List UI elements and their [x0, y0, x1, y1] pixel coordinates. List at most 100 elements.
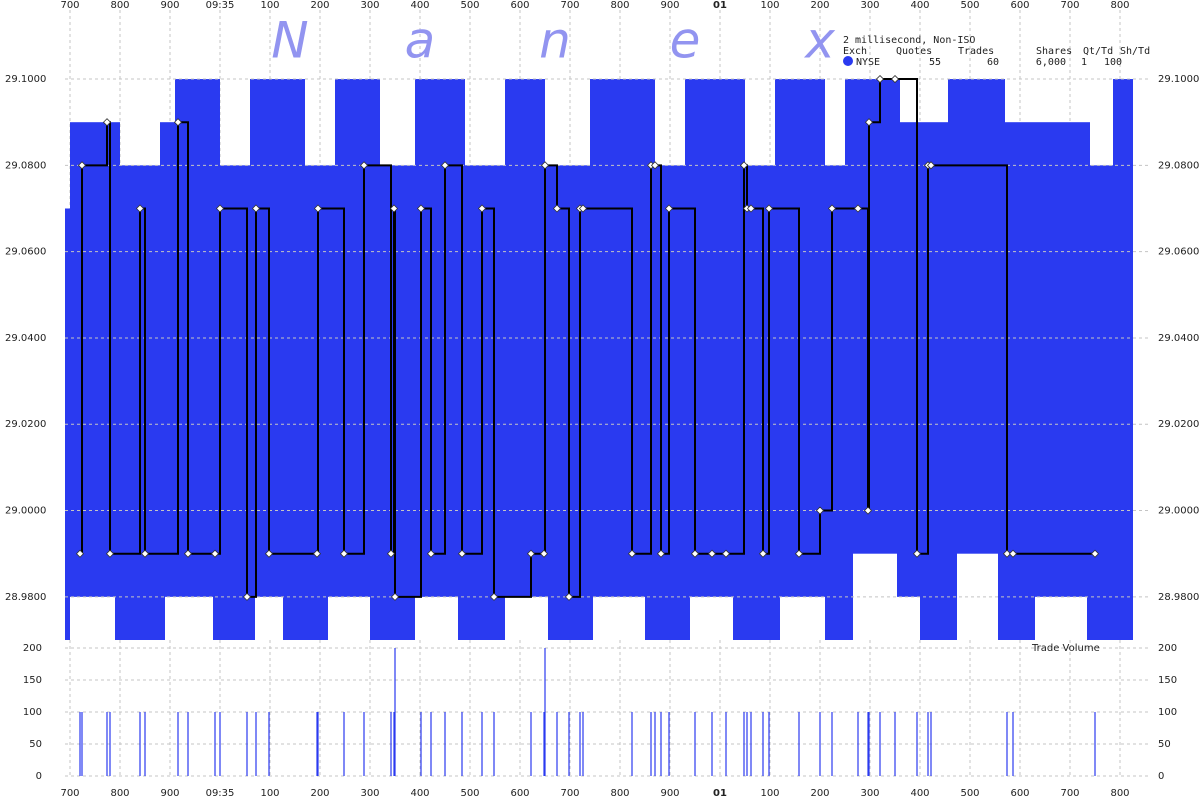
- trade-marker: [539, 549, 549, 558]
- volume-tick-label-right: 200: [1158, 643, 1177, 654]
- trade-marker: [457, 549, 467, 558]
- ask-segment: [545, 165, 590, 640]
- watermark-letter: e: [670, 12, 701, 70]
- x-tick-label-bottom: 400: [410, 788, 429, 799]
- trade-marker: [489, 592, 499, 601]
- y-tick-label-left: 29.1000: [5, 74, 46, 85]
- x-tick-label-bottom: 800: [110, 788, 129, 799]
- x-tick-label-bottom: 900: [660, 788, 679, 799]
- x-tick-label-bottom: 400: [910, 788, 929, 799]
- y-tick-label-left: 29.0400: [5, 333, 46, 344]
- marks: [75, 74, 1100, 776]
- x-tick-label-bottom: 900: [160, 788, 179, 799]
- trade-marker: [173, 118, 183, 127]
- ask-segment: [590, 79, 655, 641]
- volume-tick-label-right: 50: [1158, 739, 1171, 750]
- ask-segment: [160, 122, 175, 641]
- ask-segment: [220, 165, 250, 640]
- bid-segment: [415, 596, 458, 640]
- x-tick-label-bottom: 01: [713, 788, 727, 799]
- x-tick-label-top: 500: [960, 0, 979, 11]
- x-tick-label-top: 200: [310, 0, 329, 11]
- trade-marker: [764, 204, 774, 213]
- x-tick-label-bottom: 800: [610, 788, 629, 799]
- x-tick-label-top: 700: [60, 0, 79, 11]
- x-tick-label-top: 800: [610, 0, 629, 11]
- ask-segment: [825, 165, 845, 640]
- trade-marker: [664, 204, 674, 213]
- trade-marker: [389, 204, 399, 213]
- header-column: Sh/Td: [1120, 46, 1150, 57]
- y-tick-label-right: 29.0000: [1158, 506, 1199, 517]
- x-tick-label-top: 500: [460, 0, 479, 11]
- ask-segment: [465, 165, 505, 640]
- ask-segment: [335, 79, 380, 641]
- trade-marker: [890, 74, 900, 84]
- y-tick-label-left: 28.9800: [5, 592, 46, 603]
- x-tick-label-top: 400: [910, 0, 929, 11]
- y-tick-label-right: 28.9800: [1158, 592, 1199, 603]
- trade-marker: [853, 204, 863, 213]
- volume-tick-label-left: 100: [23, 707, 42, 718]
- trade-marker: [627, 549, 637, 558]
- y-tick-label-left: 29.0600: [5, 247, 46, 258]
- x-tick-label-top: 700: [1060, 0, 1079, 11]
- trade-line: [80, 78, 1095, 598]
- trade-marker: [264, 549, 274, 558]
- bid-segment: [690, 596, 733, 640]
- ask-segment: [70, 122, 120, 641]
- bid-segment: [897, 596, 920, 640]
- header-line: 2 millisecond, Non-ISO: [843, 35, 975, 46]
- x-tick-label-bottom: 800: [1110, 788, 1129, 799]
- trade-marker: [312, 549, 322, 558]
- trade-marker: [1008, 549, 1018, 558]
- header-cell: 6,000: [1036, 57, 1066, 68]
- trade-marker: [1002, 549, 1012, 558]
- header-cell: NYSE: [856, 57, 880, 68]
- x-tick-label-bottom: 500: [960, 788, 979, 799]
- trade-marker: [739, 161, 749, 170]
- trade-marker: [746, 204, 756, 213]
- trade-marker: [135, 204, 145, 213]
- header-column: Trades: [958, 46, 994, 57]
- volume-tick-label-right: 100: [1158, 707, 1177, 718]
- volume-tick-label-left: 50: [29, 739, 42, 750]
- trade-marker: [863, 506, 873, 515]
- trade-marker: [578, 204, 588, 213]
- ask-segment: [250, 79, 305, 641]
- trade-marker: [440, 161, 450, 170]
- header-column: Exch: [843, 46, 867, 57]
- trade-marker: [827, 204, 837, 213]
- trade-marker: [183, 549, 193, 558]
- x-tick-label-top: 700: [560, 0, 579, 11]
- ask-segment: [415, 79, 465, 641]
- trade-marker: [926, 161, 936, 170]
- y-tick-label-right: 29.0200: [1158, 419, 1199, 430]
- x-tick-label-top: 900: [660, 0, 679, 11]
- x-tick-label-top: 100: [760, 0, 779, 11]
- watermark-letter: x: [803, 12, 835, 70]
- x-tick-label-bottom: 200: [810, 788, 829, 799]
- x-tick-label-top: 01: [713, 0, 727, 11]
- y-tick-label-right: 29.0400: [1158, 333, 1199, 344]
- y-tick-label-left: 29.0800: [5, 160, 46, 171]
- trade-marker: [416, 204, 426, 213]
- volume-tick-label-left: 0: [36, 771, 42, 782]
- bid-segment: [593, 596, 645, 640]
- x-tick-label-top: 400: [410, 0, 429, 11]
- x-tick-label-bottom: 500: [460, 788, 479, 799]
- trade-marker: [564, 592, 574, 601]
- bid-segment: [780, 596, 825, 640]
- header-cell: 55: [929, 57, 941, 68]
- x-tick-label-bottom: 300: [860, 788, 879, 799]
- bid-segment: [70, 596, 115, 640]
- ask-segment: [900, 122, 948, 641]
- trade-marker: [210, 549, 220, 558]
- ask-segment: [175, 79, 220, 641]
- watermark-letter: N: [271, 12, 308, 70]
- price-grid: [65, 78, 1150, 598]
- y-tick-label-left: 29.0200: [5, 419, 46, 430]
- y-tick-label-right: 29.0800: [1158, 160, 1199, 171]
